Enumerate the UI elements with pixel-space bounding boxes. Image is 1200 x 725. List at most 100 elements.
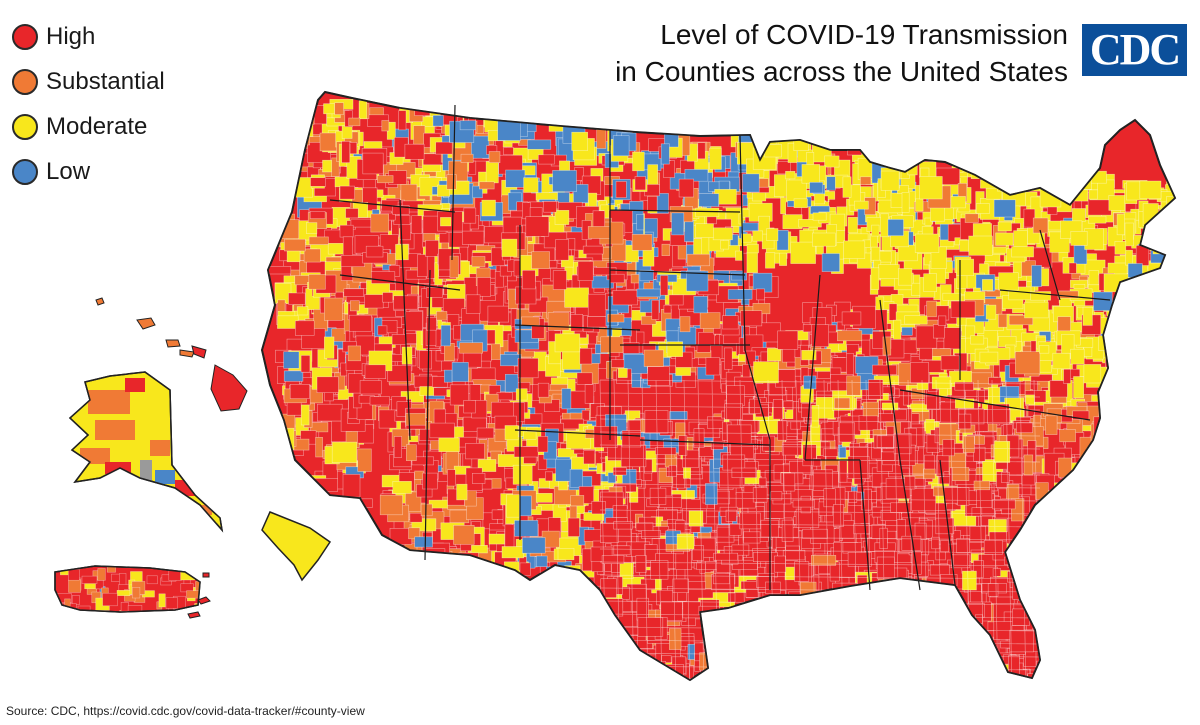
county-patch xyxy=(970,335,985,345)
county-patch xyxy=(280,463,297,483)
county-patch xyxy=(1036,578,1060,602)
county-patch xyxy=(390,558,415,579)
county-patch xyxy=(975,659,995,676)
county-patch xyxy=(552,170,577,192)
alaska-borough-patch xyxy=(125,378,145,392)
county-patch xyxy=(950,196,966,209)
county-patch xyxy=(1028,546,1052,562)
county-patch xyxy=(823,488,836,508)
county-patch xyxy=(1141,328,1160,338)
county-patch xyxy=(364,294,384,309)
county-patch xyxy=(267,121,283,130)
county-patch xyxy=(622,652,646,666)
county-patch xyxy=(636,214,644,231)
county-patch xyxy=(811,232,836,247)
county-patch xyxy=(643,349,664,367)
county-patch xyxy=(1122,333,1142,350)
county-patch xyxy=(911,282,921,296)
county-patch xyxy=(515,286,537,305)
county-patch xyxy=(695,207,720,218)
county-patch xyxy=(449,509,470,524)
county-patch xyxy=(537,436,549,453)
county-patch xyxy=(411,215,423,234)
county-patch xyxy=(1045,415,1058,435)
county-patch xyxy=(1020,567,1034,578)
county-patch xyxy=(724,347,733,370)
county-patch xyxy=(1007,553,1030,568)
county-patch xyxy=(292,474,309,490)
county-patch xyxy=(308,274,326,290)
municipio-patch xyxy=(146,575,158,585)
county-patch xyxy=(615,181,627,198)
county-patch xyxy=(555,458,572,482)
municipio-patch xyxy=(168,566,182,581)
county-patch xyxy=(833,397,851,409)
county-patch xyxy=(1029,171,1040,188)
county-patch xyxy=(1054,184,1066,197)
county-patch xyxy=(280,448,292,458)
county-patch xyxy=(429,422,455,439)
municipio-patch xyxy=(71,595,80,605)
county-patch xyxy=(651,671,670,680)
county-patch xyxy=(781,519,794,542)
county-patch xyxy=(701,236,710,257)
county-patch xyxy=(926,389,940,411)
county-patch xyxy=(1115,301,1140,322)
county-patch xyxy=(711,642,723,664)
county-patch xyxy=(716,647,729,672)
county-patch xyxy=(404,143,425,160)
map-title-line-2: in Counties across the United States xyxy=(615,56,1068,87)
county-patch xyxy=(782,549,806,561)
county-patch xyxy=(636,288,661,298)
county-patch xyxy=(1124,315,1140,333)
alaska-borough-patch xyxy=(95,420,135,440)
county-patch xyxy=(620,444,647,468)
municipio-patch xyxy=(81,575,98,584)
county-patch xyxy=(860,584,879,604)
county-patch xyxy=(1022,559,1044,582)
county-patch xyxy=(505,169,526,188)
county-patch xyxy=(888,303,898,321)
county-patch xyxy=(684,220,694,242)
county-patch xyxy=(1173,239,1175,251)
county-patch xyxy=(1024,548,1038,560)
county-patch xyxy=(616,650,641,665)
county-patch xyxy=(488,151,501,163)
county-patch xyxy=(846,353,854,377)
county-patch xyxy=(957,487,970,506)
county-patch xyxy=(692,545,704,561)
county-patch xyxy=(504,524,515,548)
county-patch xyxy=(305,222,318,234)
county-patch xyxy=(1093,291,1113,311)
county-patch xyxy=(1171,309,1175,329)
county-patch xyxy=(621,430,642,448)
county-patch xyxy=(449,255,459,278)
county-patch xyxy=(461,230,485,245)
county-patch xyxy=(1106,367,1121,378)
county-patch xyxy=(382,292,394,303)
county-patch xyxy=(1033,562,1044,583)
hawaii-island-5 xyxy=(191,345,207,359)
county-patch xyxy=(531,251,550,270)
county-patch xyxy=(1099,465,1117,487)
county-patch xyxy=(993,199,1016,218)
county-patch xyxy=(339,185,355,200)
county-patch xyxy=(1172,347,1175,371)
county-patch xyxy=(1108,195,1126,211)
county-patch xyxy=(600,642,623,653)
county-patch xyxy=(1170,332,1175,354)
county-patch xyxy=(1130,304,1140,328)
county-patch xyxy=(596,127,607,149)
county-patch xyxy=(685,581,706,590)
county-patch xyxy=(1134,299,1146,314)
county-patch xyxy=(663,304,672,314)
county-patch xyxy=(1035,567,1052,588)
county-patch xyxy=(742,222,759,232)
county-patch xyxy=(1052,352,1071,370)
county-patch xyxy=(523,177,539,193)
county-patch xyxy=(975,203,990,214)
county-patch xyxy=(1146,292,1171,308)
county-patch xyxy=(1059,178,1084,190)
county-patch xyxy=(571,131,589,151)
county-patch xyxy=(334,102,344,115)
